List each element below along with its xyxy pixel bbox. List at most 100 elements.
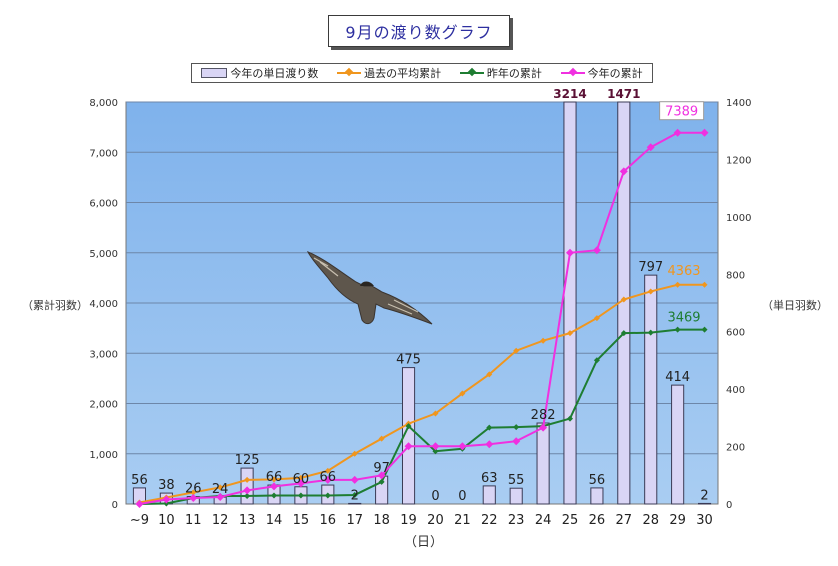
legend-label-last-year: 昨年の累計 (486, 67, 542, 80)
x-tick: 16 (320, 513, 337, 528)
legend-item-this-year: 今年の累計 (560, 65, 643, 81)
x-tick: 13 (239, 513, 256, 528)
y-tick-right: 1000 (726, 213, 751, 224)
series-point (458, 442, 467, 451)
bar-data-label: 3214 (553, 87, 586, 101)
bar (509, 487, 523, 505)
x-tick: 14 (266, 513, 283, 528)
legend-label-bars: 今年の単日渡り数 (230, 67, 319, 80)
series-point (647, 329, 654, 336)
x-tick: 24 (535, 513, 552, 528)
y-tick-left: 0 (112, 500, 118, 511)
series-point (540, 337, 547, 344)
series-line (139, 328, 705, 505)
series-point (432, 410, 439, 417)
legend: 今年の単日渡り数 過去の平均累計 昨年の累計 今年の累計 (191, 63, 653, 83)
bar-data-label: 56 (131, 473, 148, 488)
bar-data-label: 2 (700, 488, 708, 503)
chart-title: 9月の渡り数グラフ (328, 15, 510, 47)
series-point (512, 437, 521, 446)
series-point (700, 128, 709, 137)
series-point (405, 423, 412, 430)
series-point (243, 486, 252, 495)
x-tick: 20 (427, 513, 444, 528)
bar-data-label: 56 (589, 473, 606, 488)
series-point (324, 492, 331, 499)
series-point (271, 476, 277, 483)
x-tick: 18 (373, 513, 390, 528)
x-tick: 22 (481, 513, 498, 528)
bar-data-label: 2 (351, 488, 359, 503)
y-tick-left: 3,000 (89, 349, 118, 360)
y-tick-right: 1200 (726, 155, 751, 166)
y-axis-label-right: （単日羽数） (762, 299, 828, 312)
y-tick-left: 4,000 (89, 299, 118, 310)
x-tick: 28 (642, 513, 659, 528)
y-tick-left: 5,000 (89, 249, 118, 260)
series-point (593, 357, 600, 364)
series-point (324, 467, 331, 474)
average-final-label: 4363 (667, 264, 700, 279)
series-point (351, 491, 358, 498)
series-point (513, 424, 520, 431)
series-point (539, 423, 548, 432)
x-tick: 30 (696, 513, 713, 528)
series-point (297, 492, 304, 499)
bar-data-label: 414 (665, 370, 690, 385)
bar (590, 487, 604, 505)
bar-data-label: 282 (531, 408, 556, 423)
legend-label-average: 過去の平均累計 (364, 67, 442, 80)
bar-data-label: 97 (373, 461, 390, 476)
series-point (163, 500, 170, 507)
y-tick-left: 6,000 (89, 199, 118, 210)
bar (644, 274, 658, 505)
series-point (270, 482, 278, 491)
bar (563, 101, 577, 505)
bar-data-label: 26 (185, 482, 202, 497)
legend-swatch-last-year (459, 72, 484, 74)
x-tick: 29 (669, 513, 686, 528)
series-point (619, 167, 628, 176)
series-point (378, 435, 385, 442)
hawk-icon (306, 251, 433, 325)
x-tick: 21 (454, 513, 471, 528)
legend-item-average: 過去の平均累計 (337, 65, 441, 81)
this-year-final-label: 7389 (665, 105, 698, 120)
y-tick-left: 1,000 (89, 450, 118, 461)
series-point (593, 315, 600, 322)
bar-data-label: 1471 (607, 87, 640, 101)
legend-swatch-average (337, 72, 362, 74)
axes-layer: 0 1,000 2,000 3,000 4,000 5,000 6,000 7,000 8,00… (89, 98, 751, 528)
legend-swatch-this-year (560, 72, 585, 74)
series-point (217, 484, 224, 491)
y-axis-label-left: （累計羽数） (22, 299, 88, 312)
bar (482, 485, 496, 505)
series-point (513, 347, 520, 354)
x-tick: 26 (589, 513, 606, 528)
x-tick: 27 (616, 513, 633, 528)
series-point (271, 492, 277, 499)
bar-data-label: 38 (158, 478, 175, 493)
series-point (404, 442, 413, 451)
y-tick-right: 400 (726, 385, 745, 396)
bar-data-label: 475 (396, 353, 421, 368)
series-point (674, 326, 681, 333)
bar-data-label: 797 (638, 260, 663, 275)
bar-data-label: 0 (458, 489, 466, 504)
series-point (486, 371, 493, 378)
series-line (139, 283, 705, 504)
y-tick-right: 1400 (726, 98, 751, 109)
bar (536, 422, 550, 505)
x-tick: 10 (158, 513, 175, 528)
series-point (701, 281, 708, 288)
series-point (162, 495, 171, 504)
series-point (350, 475, 359, 484)
y-tick-right: 600 (726, 328, 745, 339)
series-point (216, 492, 225, 501)
series-point (189, 493, 198, 502)
legend-item-bars: 今年の単日渡り数 (201, 65, 318, 81)
bar (348, 502, 362, 505)
series-point (431, 442, 440, 451)
series-point (620, 330, 627, 337)
